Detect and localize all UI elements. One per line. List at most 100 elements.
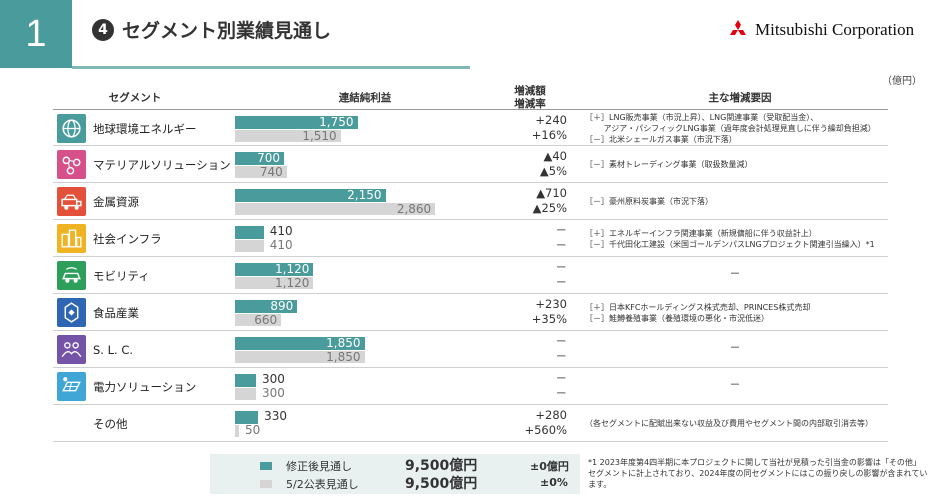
legend-announced: 5/2公表見通し <box>260 476 359 492</box>
legend-announced-label: 5/2公表見通し <box>286 478 359 491</box>
footnote: *1 2023年度第4四半期に本プロジェクトに関して当社が見積った引当金の影響は… <box>588 458 928 489</box>
revised-bar: 1,750 <box>235 115 358 129</box>
change-pct: － <box>555 386 568 400</box>
factor-line: － <box>729 267 741 280</box>
header-change-pct: 増減率 <box>514 98 546 110</box>
legend-revised-label: 修正後見通し <box>286 460 352 473</box>
molecule-icon <box>57 150 86 179</box>
announced-bar: 1,120 <box>235 276 314 290</box>
announced-value: 50 <box>245 423 261 437</box>
change-values: －－ <box>493 223 568 253</box>
change-values: －－ <box>493 260 568 290</box>
factor-line: ［－］豪州原料炭事業（市況下落） <box>585 197 713 206</box>
change-abs: － <box>555 334 568 348</box>
factor-line: ［－］素材トレーディング事業（取扱数量減） <box>585 160 753 169</box>
revised-bar <box>235 374 256 387</box>
factor-line: ［－］千代田化工建設（米国ゴールデンパスLNGプロジェクト関連引当繰入）*1 <box>585 239 875 249</box>
announced-bar: 660 <box>235 313 282 327</box>
announced-value: 660 <box>254 313 278 327</box>
revised-bar: 1,120 <box>235 262 314 276</box>
revised-bar: 890 <box>235 299 298 313</box>
segment-name: S. L. C. <box>93 342 134 357</box>
unit-label: （億円） <box>882 76 922 87</box>
three-diamonds-icon <box>730 20 746 35</box>
segment-name: 金属資源 <box>93 194 139 209</box>
revised-value: 890 <box>270 299 294 313</box>
change-values: +280 +560% <box>493 408 567 438</box>
segment-row: その他 330 50 +280 +560% （各セグメントに配賦出来ない収益及び費用やセグ… <box>53 405 888 442</box>
factor-line: （各セグメントに配賦出来ない収益及び費用やセグメント間の内部取引消去等） <box>585 419 873 428</box>
announced-value: 300 <box>262 386 285 400</box>
legend-announced-change: ±0% <box>540 476 568 489</box>
change-abs: ▲710 <box>536 186 567 200</box>
change-abs: +240 <box>535 113 567 127</box>
announced-value: 410 <box>269 238 293 252</box>
revised-value: 1,750 <box>319 115 354 129</box>
segment-name: 電力ソリューション <box>93 379 197 394</box>
factors: （各セグメントに配賦出来ない収益及び費用やセグメント間の内部取引消去等） <box>585 418 885 429</box>
segment-name: 地球環境エネルギー <box>93 121 197 136</box>
segment-name: 社会インフラ <box>93 231 162 246</box>
announced-bar: 1,510 <box>235 129 341 143</box>
change-pct: － <box>555 275 568 289</box>
legend-revised-change: ±0億円 <box>530 460 569 473</box>
change-abs: ▲40 <box>543 149 567 163</box>
revised-bar <box>235 411 259 424</box>
segment-row: マテリアルソリューション 700 740 ▲40 ▲5% ［－］素材トレーディング事業（取… <box>53 146 888 183</box>
factor-line: － <box>729 378 741 391</box>
change-pct: +35% <box>531 312 567 326</box>
factors: ［＋］LNG販売事業（市況上昇）、LNG関連事業（受取配当金）、 アジア・パシフ… <box>585 112 885 145</box>
car-icon <box>57 261 86 290</box>
globe-icon <box>57 114 86 143</box>
announced-value: 1,850 <box>326 350 361 364</box>
announced-bar <box>235 425 239 437</box>
announced-bar: 2,860 <box>235 202 436 216</box>
segment-row: 食品産業 890 660 +230 +35% ［＋］日本KFCホールディングス株式売却、P… <box>53 294 888 331</box>
change-pct: +560% <box>524 423 567 437</box>
announced-value: 1,120 <box>275 276 310 290</box>
legend-announced-total: 9,500億円 <box>405 476 478 492</box>
change-pct: ▲25% <box>532 201 567 215</box>
legend-box: 修正後見通し 9,500億円 ±0億円 5/2公表見通し 9,500億円 ±0% <box>210 454 580 494</box>
factors: ［＋］日本KFCホールディングス株式売却、PRINCES株式売却 ［－］鮭鱒養殖事… <box>585 302 885 324</box>
announced-bar <box>235 388 256 400</box>
mining-truck-icon <box>57 187 86 216</box>
announced-bar: 740 <box>235 165 287 179</box>
people-icon <box>57 335 86 364</box>
change-values: ▲710 ▲25% <box>493 186 567 216</box>
change-abs: +230 <box>535 297 567 311</box>
segment-name: 食品産業 <box>93 305 139 320</box>
factor-line: アジア・パシフィックLNG事業（過年度会計処理見直しに伴う繰却負担減） <box>585 124 876 133</box>
revised-value: 410 <box>269 224 293 238</box>
change-abs: +280 <box>535 408 567 422</box>
factor-line: ［＋］LNG販売事業（市況上昇）、LNG関連事業（受取配当金）、 <box>585 113 819 122</box>
change-values: ▲40 ▲5% <box>493 149 567 179</box>
segment-row: 金属資源 2,150 2,860 ▲710 ▲25% ［－］豪州原料炭事業（市況下落） <box>53 183 888 220</box>
revised-value: 300 <box>262 372 285 386</box>
revised-bar: 1,850 <box>235 336 365 350</box>
revised-bar: 2,150 <box>235 188 386 202</box>
factors: － <box>585 379 885 390</box>
segment-row: 地球環境エネルギー 1,750 1,510 +240 +16% ［＋］LNG販売事業（市況… <box>53 109 888 146</box>
header-segment: セグメント <box>108 92 162 104</box>
header-factors: 主な増減要因 <box>708 92 772 104</box>
change-values: －－ <box>493 334 568 364</box>
change-abs: － <box>555 223 568 237</box>
announced-value: 740 <box>259 165 283 179</box>
change-values: +230 +35% <box>493 297 567 327</box>
factor-line: ［＋］エネルギーインフラ関連事業（新規傭船に伴う収益計上） <box>585 228 817 238</box>
city-icon <box>57 224 86 253</box>
food-icon <box>57 298 86 327</box>
factors: ［－］素材トレーディング事業（取扱数量減） <box>585 159 885 170</box>
legend-revised-total: 9,500億円 <box>405 458 478 474</box>
segment-name: マテリアルソリューション <box>93 157 231 172</box>
company-logo: Mitsubishi Corporation <box>727 20 914 40</box>
factor-line: ［＋］日本KFCホールディングス株式売却、PRINCES株式売却 <box>585 302 811 312</box>
header-change-abs: 増減額 <box>514 85 546 97</box>
change-values: +240 +16% <box>493 113 567 143</box>
revised-value: 2,150 <box>347 188 382 202</box>
factor-line: ［－］鮭鱒養殖事業（養殖環境の悪化・市況低迷） <box>585 313 769 323</box>
change-pct: － <box>555 238 568 252</box>
factors: ［＋］エネルギーインフラ関連事業（新規傭船に伴う収益計上） ［－］千代田化工建設（… <box>585 228 885 250</box>
factor-line: ［－］北米シェールガス事業（市況下落） <box>585 135 737 144</box>
